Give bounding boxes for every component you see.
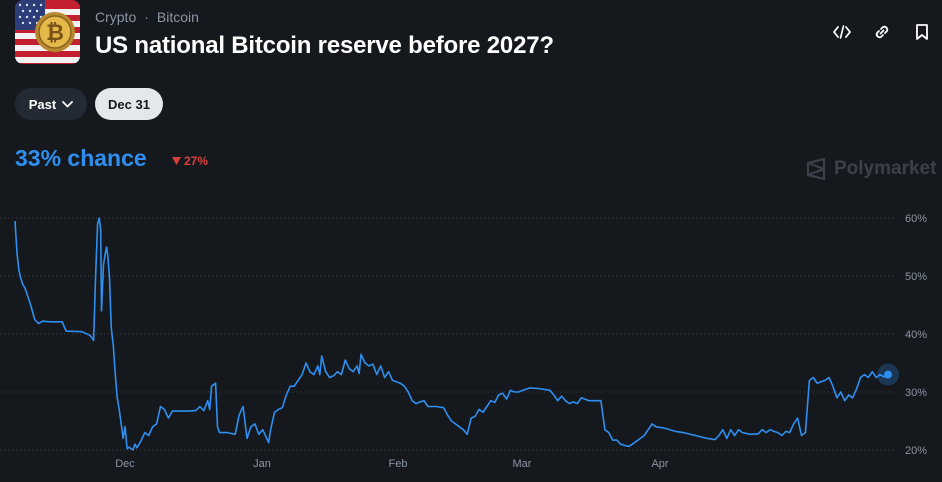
code-icon (833, 25, 851, 39)
series-line (14, 217, 889, 451)
triangle-down-icon (172, 157, 181, 165)
y-tick-label: 60% (905, 213, 927, 225)
page-title: US national Bitcoin reserve before 2027? (95, 32, 554, 59)
breadcrumb-category[interactable]: Crypto (95, 9, 137, 25)
polymarket-watermark: Polymarket (806, 158, 936, 180)
breadcrumb-separator: · (144, 9, 149, 25)
x-tick-label: Feb (389, 458, 408, 470)
x-tick-label: Mar (513, 458, 532, 470)
time-range-dropdown[interactable]: Past (15, 88, 87, 120)
y-tick-label: 20% (905, 445, 927, 457)
bitcoin-flag-thumbnail-icon: ₿ (15, 0, 80, 64)
date-filter-button[interactable]: Dec 31 (95, 88, 163, 120)
link-icon (875, 25, 889, 39)
change-badge: 27% (172, 154, 208, 168)
y-tick-label: 30% (905, 387, 927, 399)
svg-text:₿: ₿ (46, 21, 64, 46)
breadcrumb-subcategory[interactable]: Bitcoin (156, 9, 199, 25)
price-chart: 60% 50% 40% 30% 20% Dec Jan Feb Mar Apr (0, 213, 927, 470)
embed-button[interactable] (822, 20, 862, 44)
x-tick-label: Apr (651, 458, 668, 470)
copy-link-button[interactable] (862, 20, 902, 44)
y-tick-label: 50% (905, 271, 927, 283)
bookmark-icon (916, 24, 928, 40)
polymarket-logo-icon (806, 158, 826, 180)
x-tick-label: Dec (115, 458, 135, 470)
x-axis-labels: Dec Jan Feb Mar Apr (115, 458, 669, 470)
market-thumbnail: ₿ (15, 0, 80, 64)
last-point-marker (884, 370, 892, 379)
brand-name: Polymarket (834, 158, 937, 179)
breadcrumb: Crypto · Bitcoin (95, 9, 199, 25)
x-tick-label: Jan (253, 458, 271, 470)
chart-series (14, 217, 899, 451)
y-axis-labels: 60% 50% 40% 30% 20% (905, 213, 927, 457)
header-actions (822, 20, 942, 44)
time-range-label: Past (28, 96, 57, 112)
y-tick-label: 40% (905, 329, 927, 341)
chevron-down-icon (62, 100, 74, 107)
date-filter-label: Dec 31 (108, 96, 150, 112)
bookmark-button[interactable] (902, 20, 942, 44)
chance-value: 33% chance (15, 145, 147, 171)
change-value: 27% (184, 154, 209, 168)
